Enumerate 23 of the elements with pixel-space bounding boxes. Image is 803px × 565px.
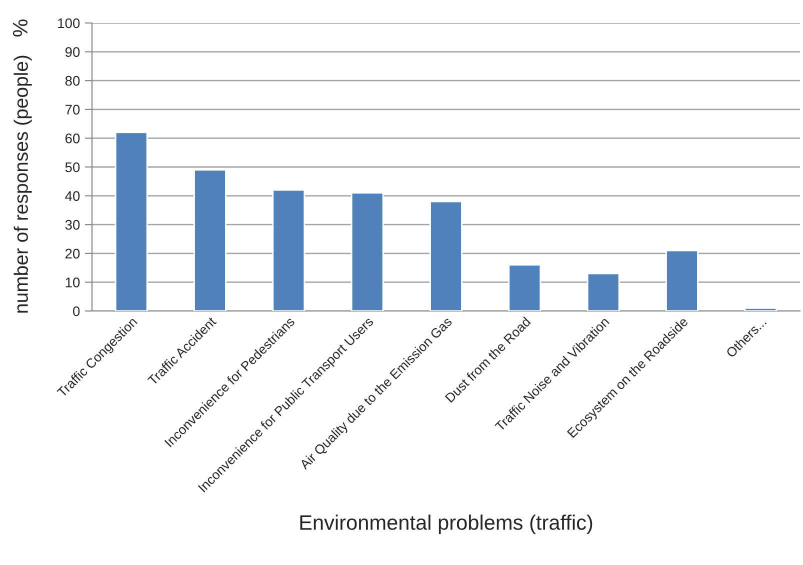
bar: [350, 192, 384, 311]
bar: [666, 250, 698, 311]
bar: [508, 264, 542, 311]
y-axis-title: number of responses (people): [14, 56, 32, 313]
y-tick-label: 60: [65, 134, 80, 144]
y-tick-label: 0: [73, 306, 80, 316]
y-tick-label: 100: [58, 18, 80, 28]
y-tick-label: 80: [65, 76, 80, 86]
bar: [114, 132, 148, 311]
y-tick-label: 10: [66, 278, 80, 288]
y-tick-label: 40: [65, 191, 80, 201]
bar: [430, 200, 462, 311]
y-tick-label: 90: [65, 47, 80, 57]
bar: [194, 169, 226, 311]
y-tick-label: 50: [65, 162, 80, 172]
x-axis-title: Environmental problems (traffic): [300, 514, 592, 534]
y-tick-label: 70: [65, 104, 80, 115]
bar: [272, 189, 306, 311]
y-tick-label: 20: [65, 248, 80, 259]
text: %: [12, 19, 28, 37]
bar: [744, 307, 778, 311]
bar: [586, 272, 620, 311]
y-tick-label: 30: [65, 220, 80, 230]
